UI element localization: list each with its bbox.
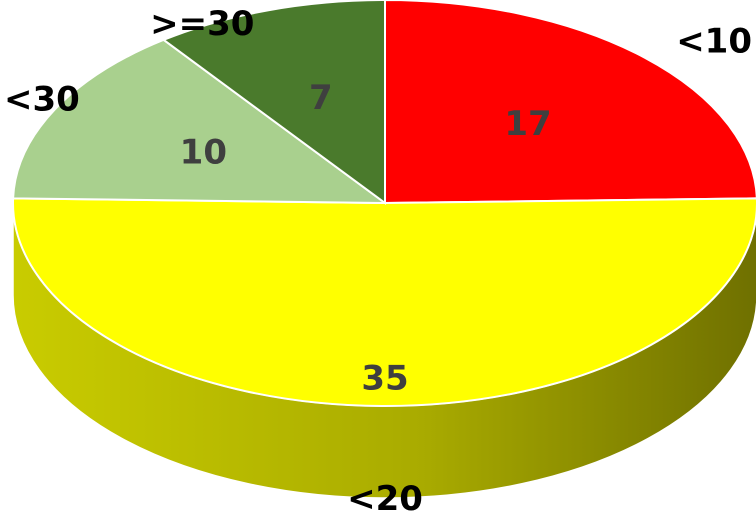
value-label-gte30: 7: [309, 78, 333, 118]
pie-labels: 17 <10 35 <20 10 <30 7 >=30: [4, 4, 752, 519]
pie-slices: [12, 0, 756, 407]
value-label-lt20: 35: [361, 358, 408, 398]
value-label-lt10: 17: [504, 104, 551, 144]
category-label-lt10: <10: [676, 21, 752, 61]
slice-lt20: [12, 197, 756, 407]
category-label-gte30: >=30: [150, 4, 254, 44]
slice-lt30: [12, 38, 389, 205]
slice-lt10: [384, 0, 756, 205]
category-label-lt20: <20: [347, 479, 423, 519]
slice-gte30: [161, 0, 386, 205]
category-label-lt30: <30: [4, 79, 80, 119]
value-label-lt30: 10: [180, 133, 227, 173]
